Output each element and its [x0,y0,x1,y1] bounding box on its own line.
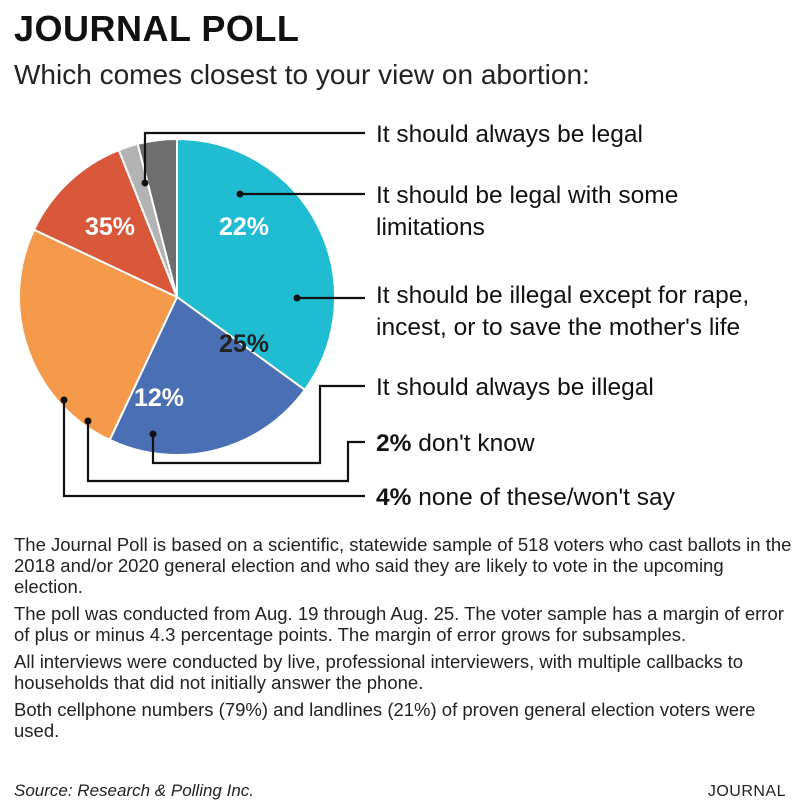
leader-always-legal [143,131,365,183]
legend-illegal-except-line2: incest, or to save the mother's life [376,314,740,341]
legend-none-text: none of these/won't say [411,484,675,511]
leader-dot [60,396,68,404]
leader-lines [60,131,365,498]
slice-none [136,137,178,298]
legend-dont-know-text: don't know [411,430,534,457]
leader-dot [293,294,301,302]
note-paragraph: All interviews were conducted by live, p… [14,651,744,693]
pie-slices [18,137,336,456]
chart-question: Which comes closest to your view on abor… [14,59,590,90]
leader-none [62,400,365,498]
slice-always-illegal [32,148,179,299]
legend-always-illegal: It should always be illegal [376,374,654,401]
leader-dot [149,430,157,438]
leader-dot [236,190,244,198]
methodology-notes: The Journal Poll is based on a scientifi… [14,534,794,747]
pie-chart: 35% 22% 25% 12% It should always be lega… [18,121,749,511]
slice-label-legal-limits: 22% [219,213,269,241]
legend-dont-know: 2% don't know [376,430,535,457]
source-credit: Source: Research & Polling Inc. [14,781,255,800]
slice-illegal-except [18,228,179,442]
note-paragraph: The poll was conducted from Aug. 19 thro… [14,603,784,645]
legend-none: 4% none of these/won't say [376,484,676,511]
leader-always-illegal [151,384,365,465]
leader-dot [84,417,92,425]
legend-legal-limits-line2: limitations [376,214,485,241]
slice-always-legal [176,137,336,392]
slice-label-always-legal: 35% [85,213,135,241]
slice-label-always-illegal: 12% [134,384,184,412]
slice-label-illegal-except: 25% [219,330,269,358]
legend-legal-limits-line1: It should be legal with some [376,182,678,209]
note-paragraph: The Journal Poll is based on a scientifi… [14,534,792,597]
note-paragraph: Both cellphone numbers (79%) and landlin… [14,699,756,741]
brand-logo: JOURNAL [707,783,786,800]
legend-illegal-except-line1: It should be illegal except for rape, [376,282,749,309]
page-title: JOURNAL POLL [14,8,300,49]
legend-always-legal: It should always be legal [376,121,643,148]
legend-dont-know-pct: 2% [376,430,412,457]
leader-dont-know [86,421,365,483]
leader-dot [141,179,149,187]
legend-none-pct: 4% [376,484,412,511]
